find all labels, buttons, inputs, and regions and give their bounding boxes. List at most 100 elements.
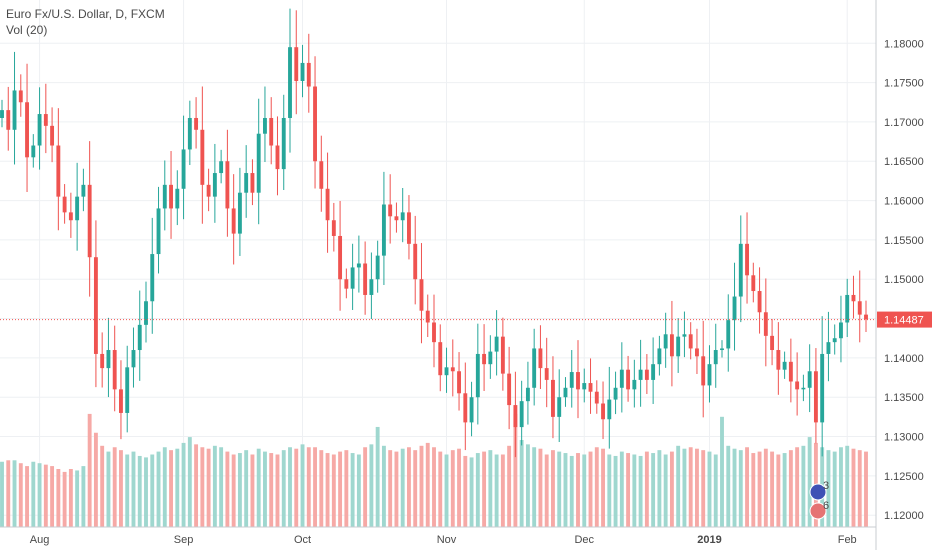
- volume-bar: [588, 451, 593, 527]
- volume-bar: [294, 448, 299, 527]
- candle-body: [419, 279, 424, 311]
- candle-body: [169, 184, 173, 209]
- candle-body: [757, 291, 762, 313]
- volume-bar: [713, 454, 718, 527]
- candle-body: [663, 334, 668, 349]
- volume-bar: [701, 450, 706, 527]
- candlesticks: [0, 8, 868, 458]
- candle-body: [212, 173, 217, 197]
- volume-bar: [37, 463, 42, 527]
- candle-body: [0, 110, 4, 118]
- candle-body: [601, 403, 605, 420]
- volume-bar: [450, 450, 455, 527]
- candle-body: [782, 361, 787, 370]
- volume-bar: [256, 448, 261, 527]
- candle-body: [425, 310, 430, 323]
- candle-body: [106, 350, 111, 369]
- volume-bar: [50, 466, 55, 527]
- candle-body: [682, 334, 687, 337]
- volume-bar: [231, 454, 236, 527]
- price-tick-label: 1.13000: [884, 432, 924, 444]
- chart-legend: Euro Fx/U.S. Dollar, D, FXCM Vol (20): [6, 6, 165, 38]
- candle-body: [56, 145, 61, 197]
- volume-bar: [275, 454, 280, 527]
- volume-bar: [864, 451, 868, 527]
- candle-body: [770, 335, 775, 351]
- candle-body: [81, 184, 86, 197]
- candle-body: [325, 188, 330, 221]
- candle-body: [112, 350, 117, 390]
- candle-body: [832, 338, 837, 343]
- volume-indicator-label[interactable]: Vol (20): [6, 23, 48, 37]
- candle-body: [776, 350, 781, 370]
- candle-body: [551, 379, 555, 417]
- candle-body: [632, 379, 637, 390]
- event-badge[interactable]: 6: [809, 500, 829, 520]
- event-badge[interactable]: 3: [809, 480, 829, 501]
- volume-bars: [0, 413, 868, 527]
- candle-body: [150, 254, 155, 302]
- candle-body: [181, 149, 186, 189]
- volume-bar: [576, 453, 580, 527]
- candle-body: [12, 90, 17, 130]
- volume-bar: [162, 447, 167, 527]
- candle-body: [137, 324, 142, 351]
- volume-bar: [93, 432, 98, 527]
- candle-body: [582, 383, 587, 390]
- volume-bar: [707, 451, 712, 527]
- candle-body: [613, 387, 618, 400]
- candle-body: [864, 314, 868, 320]
- candle-body: [62, 196, 67, 213]
- candle-body: [488, 351, 493, 365]
- candle-body: [388, 204, 393, 217]
- candle-body: [619, 369, 624, 388]
- candle-body: [381, 204, 386, 256]
- volume-bar: [181, 442, 186, 527]
- volume-bar: [100, 445, 105, 527]
- candle-body: [607, 399, 612, 420]
- time-tick-label: 2019: [697, 534, 721, 546]
- symbol-title[interactable]: Euro Fx/U.S. Dollar, D, FXCM: [6, 7, 165, 21]
- candle-body: [525, 387, 530, 402]
- candle-body: [294, 47, 299, 82]
- volume-bar: [112, 447, 117, 527]
- candle-body: [369, 279, 374, 295]
- candle-body: [576, 372, 580, 390]
- volume-bar: [137, 455, 142, 527]
- volume-bar: [839, 447, 843, 527]
- price-tick-label: 1.16000: [884, 196, 924, 208]
- volume-bar: [494, 454, 499, 527]
- candle-body: [657, 348, 662, 365]
- volume-bar: [0, 461, 4, 527]
- candle-body: [644, 369, 649, 380]
- candle-body: [68, 212, 73, 221]
- price-tick-label: 1.14000: [884, 353, 924, 365]
- candle-body: [763, 312, 768, 336]
- volume-bar: [25, 466, 29, 527]
- candle-body: [275, 145, 280, 170]
- time-axis[interactable]: Aug Sep Oct Nov Dec 2019 Feb: [30, 534, 857, 546]
- candle-body: [494, 336, 499, 352]
- volume-bar: [356, 454, 361, 527]
- candle-body: [726, 320, 731, 349]
- volume-bar: [507, 445, 512, 527]
- volume-bar: [131, 451, 136, 527]
- volume-bar: [56, 469, 61, 527]
- candle-body: [200, 129, 205, 185]
- candle-body: [507, 373, 512, 406]
- volume-bar: [363, 447, 368, 527]
- candle-body: [475, 353, 480, 398]
- candle-body: [375, 255, 380, 280]
- candle-body: [288, 47, 292, 118]
- volume-bar: [212, 445, 217, 527]
- volume-bar: [169, 450, 173, 527]
- candle-body: [300, 62, 305, 82]
- volume-bar: [594, 447, 599, 527]
- volume-bar: [657, 450, 662, 527]
- volume-bar: [538, 448, 543, 527]
- volume-bar: [300, 444, 305, 527]
- volume-bar: [306, 447, 311, 527]
- volume-bar: [544, 454, 549, 527]
- volume-bar: [87, 413, 92, 527]
